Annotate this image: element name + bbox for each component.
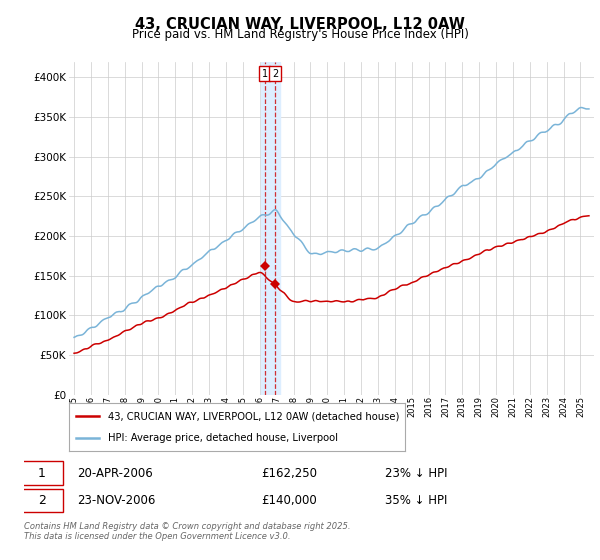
- Text: 1: 1: [38, 466, 46, 479]
- Text: 35% ↓ HPI: 35% ↓ HPI: [385, 494, 448, 507]
- Text: 23-NOV-2006: 23-NOV-2006: [77, 494, 156, 507]
- Text: 2: 2: [38, 494, 46, 507]
- Bar: [262, 62, 280, 395]
- Text: 2: 2: [272, 68, 278, 78]
- Text: 1: 1: [262, 68, 268, 78]
- FancyBboxPatch shape: [21, 489, 64, 512]
- Text: 43, CRUCIAN WAY, LIVERPOOL, L12 0AW: 43, CRUCIAN WAY, LIVERPOOL, L12 0AW: [135, 17, 465, 32]
- Text: 43, CRUCIAN WAY, LIVERPOOL, L12 0AW (detached house): 43, CRUCIAN WAY, LIVERPOOL, L12 0AW (det…: [107, 411, 399, 421]
- Text: HPI: Average price, detached house, Liverpool: HPI: Average price, detached house, Live…: [107, 433, 338, 443]
- Text: 23% ↓ HPI: 23% ↓ HPI: [385, 466, 448, 479]
- Text: £162,250: £162,250: [261, 466, 317, 479]
- Text: Contains HM Land Registry data © Crown copyright and database right 2025.
This d: Contains HM Land Registry data © Crown c…: [24, 522, 350, 542]
- Text: Price paid vs. HM Land Registry's House Price Index (HPI): Price paid vs. HM Land Registry's House …: [131, 28, 469, 41]
- Text: £140,000: £140,000: [261, 494, 317, 507]
- Text: 20-APR-2006: 20-APR-2006: [77, 466, 154, 479]
- FancyBboxPatch shape: [21, 461, 64, 485]
